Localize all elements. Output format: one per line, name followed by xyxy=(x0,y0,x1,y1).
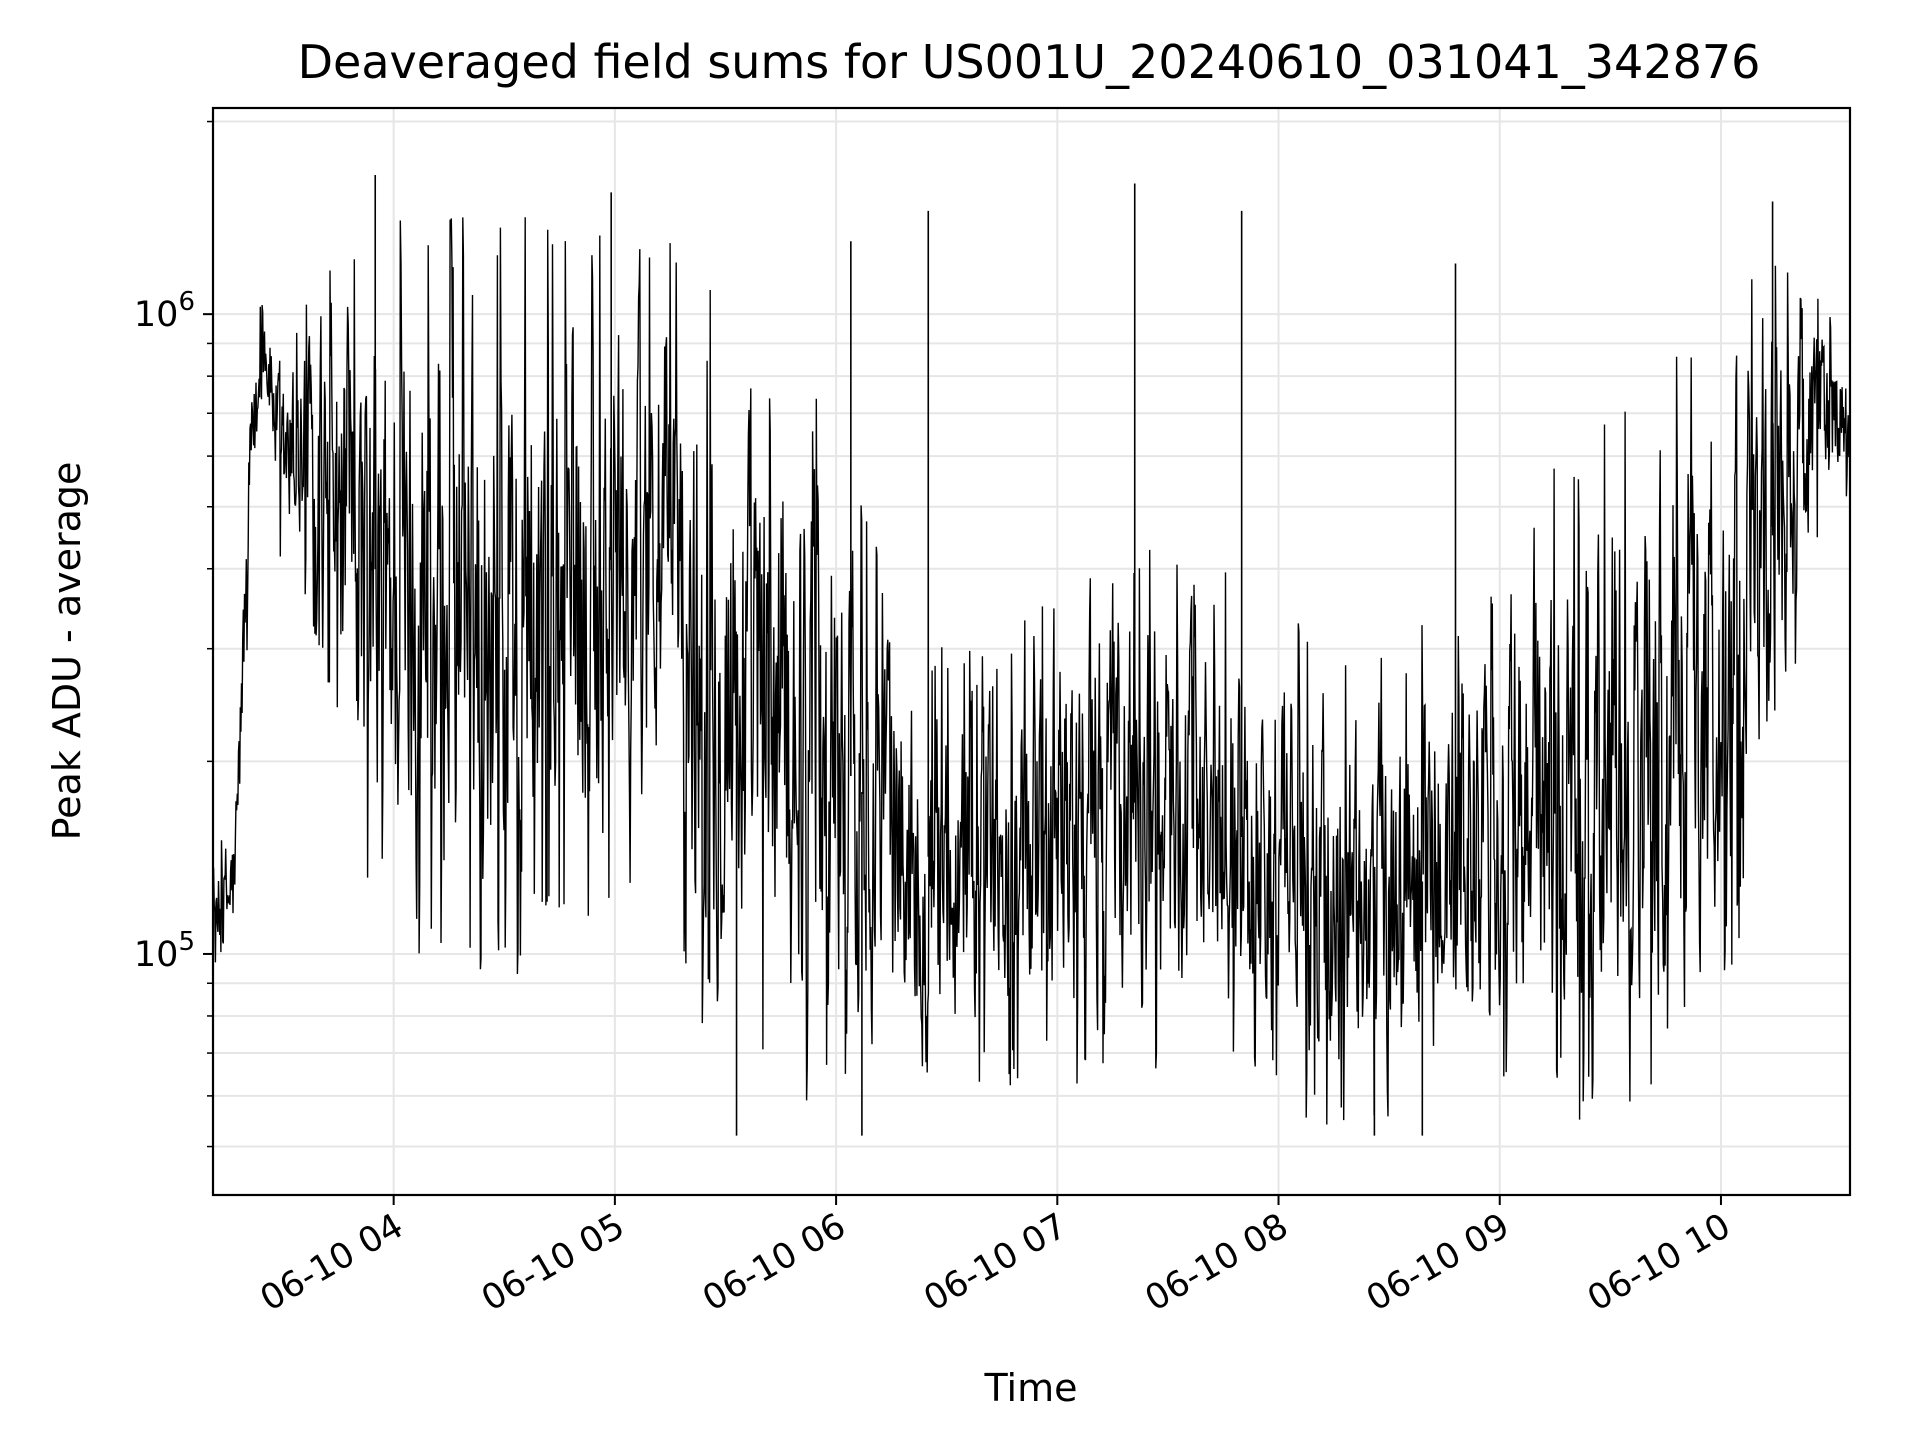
x-axis-label: Time xyxy=(984,1366,1078,1410)
x-tick-label: 06-10 04 xyxy=(254,1206,410,1319)
y-tick-label: 106 xyxy=(134,287,195,335)
x-tick-label: 06-10 06 xyxy=(696,1206,852,1319)
x-tick-label: 06-10 08 xyxy=(1139,1206,1295,1319)
y-axis-label: Peak ADU - average xyxy=(45,462,89,841)
x-tick-label: 06-10 09 xyxy=(1360,1206,1516,1319)
plot-frame xyxy=(211,106,1852,1197)
y-tick-label: 105 xyxy=(134,927,195,975)
series-line xyxy=(212,175,1851,1136)
x-tick-label: 06-10 05 xyxy=(475,1206,631,1319)
y-axis: 105 106 xyxy=(134,120,213,1148)
data-line xyxy=(212,217,1851,1125)
x-tick-label: 06-10 10 xyxy=(1581,1206,1737,1319)
x-axis: 06-10 04 06-10 05 06-10 06 06-10 07 06-10 08… xyxy=(254,1195,1737,1319)
chart-title: Deaveraged field sums for US001U_2024061… xyxy=(298,35,1761,89)
x-tick-label: 06-10 07 xyxy=(918,1206,1074,1319)
